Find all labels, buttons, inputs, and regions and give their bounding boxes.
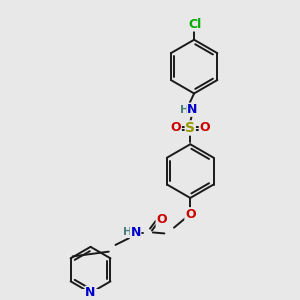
Text: O: O	[171, 122, 181, 134]
Text: H: H	[180, 105, 189, 115]
Text: O: O	[156, 214, 167, 226]
Text: O: O	[185, 208, 196, 221]
Text: N: N	[85, 286, 96, 299]
Text: S: S	[185, 121, 195, 135]
Text: O: O	[199, 122, 210, 134]
Text: H: H	[123, 227, 133, 238]
Text: N: N	[130, 226, 141, 239]
Text: N: N	[187, 103, 197, 116]
Text: Cl: Cl	[188, 18, 202, 31]
